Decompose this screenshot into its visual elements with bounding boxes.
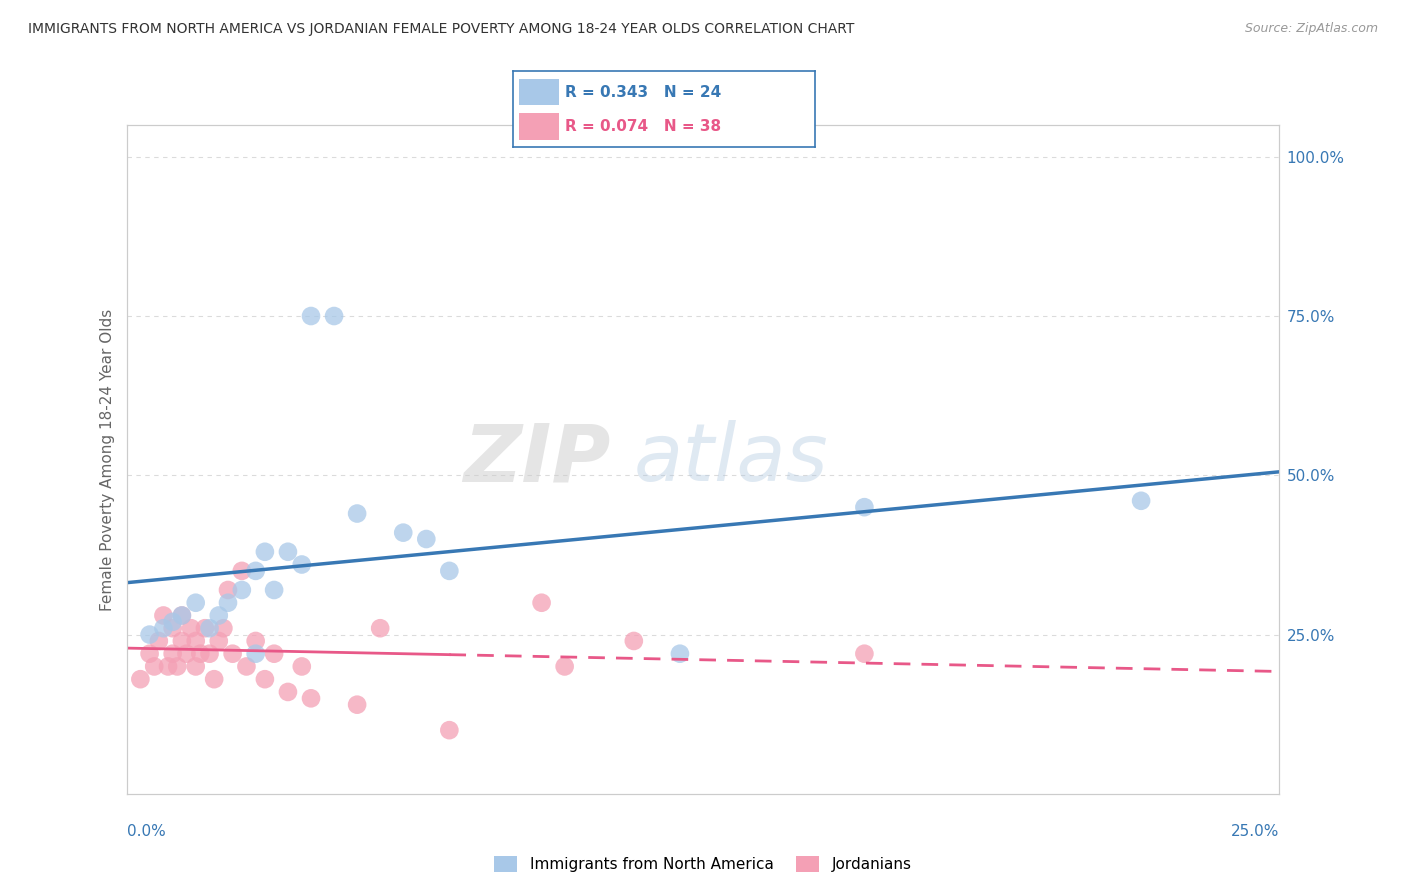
Text: R = 0.074   N = 38: R = 0.074 N = 38 xyxy=(565,119,721,134)
Y-axis label: Female Poverty Among 18-24 Year Olds: Female Poverty Among 18-24 Year Olds xyxy=(100,309,115,610)
Point xyxy=(194,621,217,635)
Point xyxy=(208,634,231,648)
Point xyxy=(439,723,461,738)
Point xyxy=(346,507,368,521)
Point xyxy=(235,659,257,673)
Bar xyxy=(519,79,558,105)
Point xyxy=(392,525,415,540)
Text: R = 0.343   N = 24: R = 0.343 N = 24 xyxy=(565,85,721,100)
Point xyxy=(162,647,184,661)
Point xyxy=(184,634,207,648)
Point xyxy=(166,659,188,673)
Point xyxy=(180,621,202,635)
Point xyxy=(138,627,160,641)
Point xyxy=(138,647,160,661)
Point xyxy=(170,608,193,623)
Point xyxy=(198,621,221,635)
Point xyxy=(162,615,184,629)
Text: 0.0%: 0.0% xyxy=(127,824,166,838)
Point xyxy=(299,309,322,323)
Point xyxy=(245,634,267,648)
Point xyxy=(184,659,207,673)
Text: atlas: atlas xyxy=(634,420,828,499)
Point xyxy=(1130,493,1153,508)
Point xyxy=(184,596,207,610)
Point xyxy=(217,582,239,597)
Point xyxy=(299,691,322,706)
Point xyxy=(853,500,876,515)
Point xyxy=(245,647,267,661)
Text: 25.0%: 25.0% xyxy=(1232,824,1279,838)
Point xyxy=(263,582,285,597)
Point xyxy=(415,532,437,546)
Point xyxy=(188,647,211,661)
Point xyxy=(530,596,553,610)
Point xyxy=(231,582,253,597)
Point xyxy=(170,608,193,623)
Point xyxy=(554,659,576,673)
Text: Source: ZipAtlas.com: Source: ZipAtlas.com xyxy=(1244,22,1378,36)
Bar xyxy=(519,113,558,140)
Point xyxy=(157,659,180,673)
Point xyxy=(346,698,368,712)
Point xyxy=(231,564,253,578)
Point xyxy=(162,621,184,635)
Point xyxy=(291,659,314,673)
Point xyxy=(143,659,166,673)
Text: IMMIGRANTS FROM NORTH AMERICA VS JORDANIAN FEMALE POVERTY AMONG 18-24 YEAR OLDS : IMMIGRANTS FROM NORTH AMERICA VS JORDANI… xyxy=(28,22,855,37)
Point xyxy=(253,672,276,686)
Point xyxy=(170,634,193,648)
Point xyxy=(152,608,174,623)
Point xyxy=(291,558,314,572)
Point xyxy=(368,621,391,635)
Point xyxy=(323,309,346,323)
Point xyxy=(439,564,461,578)
Text: ZIP: ZIP xyxy=(464,420,610,499)
Point xyxy=(277,545,299,559)
Point xyxy=(202,672,225,686)
Legend: Immigrants from North America, Jordanians: Immigrants from North America, Jordanian… xyxy=(486,848,920,880)
Point xyxy=(853,647,876,661)
Point xyxy=(221,647,243,661)
Point xyxy=(263,647,285,661)
Point xyxy=(277,685,299,699)
Point xyxy=(217,596,239,610)
Point xyxy=(129,672,152,686)
Point xyxy=(623,634,645,648)
Point xyxy=(152,621,174,635)
Point xyxy=(198,647,221,661)
Point xyxy=(245,564,267,578)
Point xyxy=(176,647,198,661)
Point xyxy=(669,647,692,661)
Point xyxy=(148,634,170,648)
Point xyxy=(208,608,231,623)
Point xyxy=(253,545,276,559)
Point xyxy=(212,621,235,635)
